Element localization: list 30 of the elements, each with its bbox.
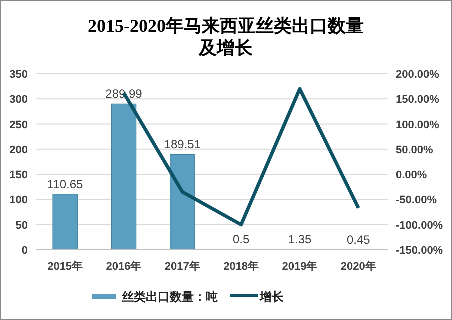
legend-label: 增长 [259, 290, 285, 304]
y2-tick-label: -50.00% [396, 194, 438, 207]
y2-tick-label: 100.00% [396, 119, 440, 132]
y-tick-label: 0 [22, 245, 28, 257]
data-label: 0.45 [346, 232, 371, 247]
x-tick-label: 2018年 [224, 260, 260, 273]
y2-tick-label: -100.00% [396, 220, 444, 232]
x-tick-label: 2016年 [106, 260, 142, 273]
chart-title: 2015-2020年马来西亚丝类出口数量及增长 [88, 16, 364, 58]
y-tick-label: 100 [10, 194, 28, 207]
y2-tick-label: -150.00% [396, 245, 444, 257]
x-tick-label: 2017年 [164, 260, 200, 273]
y-tick-label: 300 [10, 94, 28, 106]
data-label: 110.65 [47, 177, 84, 192]
y2-tick-label: 200.00% [396, 69, 440, 81]
x-tick-label: 2020年 [340, 260, 376, 273]
x-tick-label: 2019年 [282, 260, 318, 273]
y-tick-label: 200 [10, 144, 28, 156]
data-label: 0.5 [232, 232, 250, 247]
y-tick-label: 150 [10, 170, 28, 182]
y2-tick-label: 150.00% [396, 94, 440, 106]
y2-tick-label: 0.00% [396, 170, 428, 182]
y-tick-label: 50 [16, 220, 28, 232]
data-label: 189.51 [164, 138, 202, 152]
y2-tick-label: 50.00% [396, 144, 434, 156]
x-tick-label: 2015年 [48, 260, 84, 273]
y-tick-label: 250 [10, 119, 28, 132]
data-label: 1.35 [288, 232, 312, 246]
y-tick-label: 350 [10, 69, 28, 81]
legend-label: 丝类出口数量：吨 [121, 290, 218, 304]
